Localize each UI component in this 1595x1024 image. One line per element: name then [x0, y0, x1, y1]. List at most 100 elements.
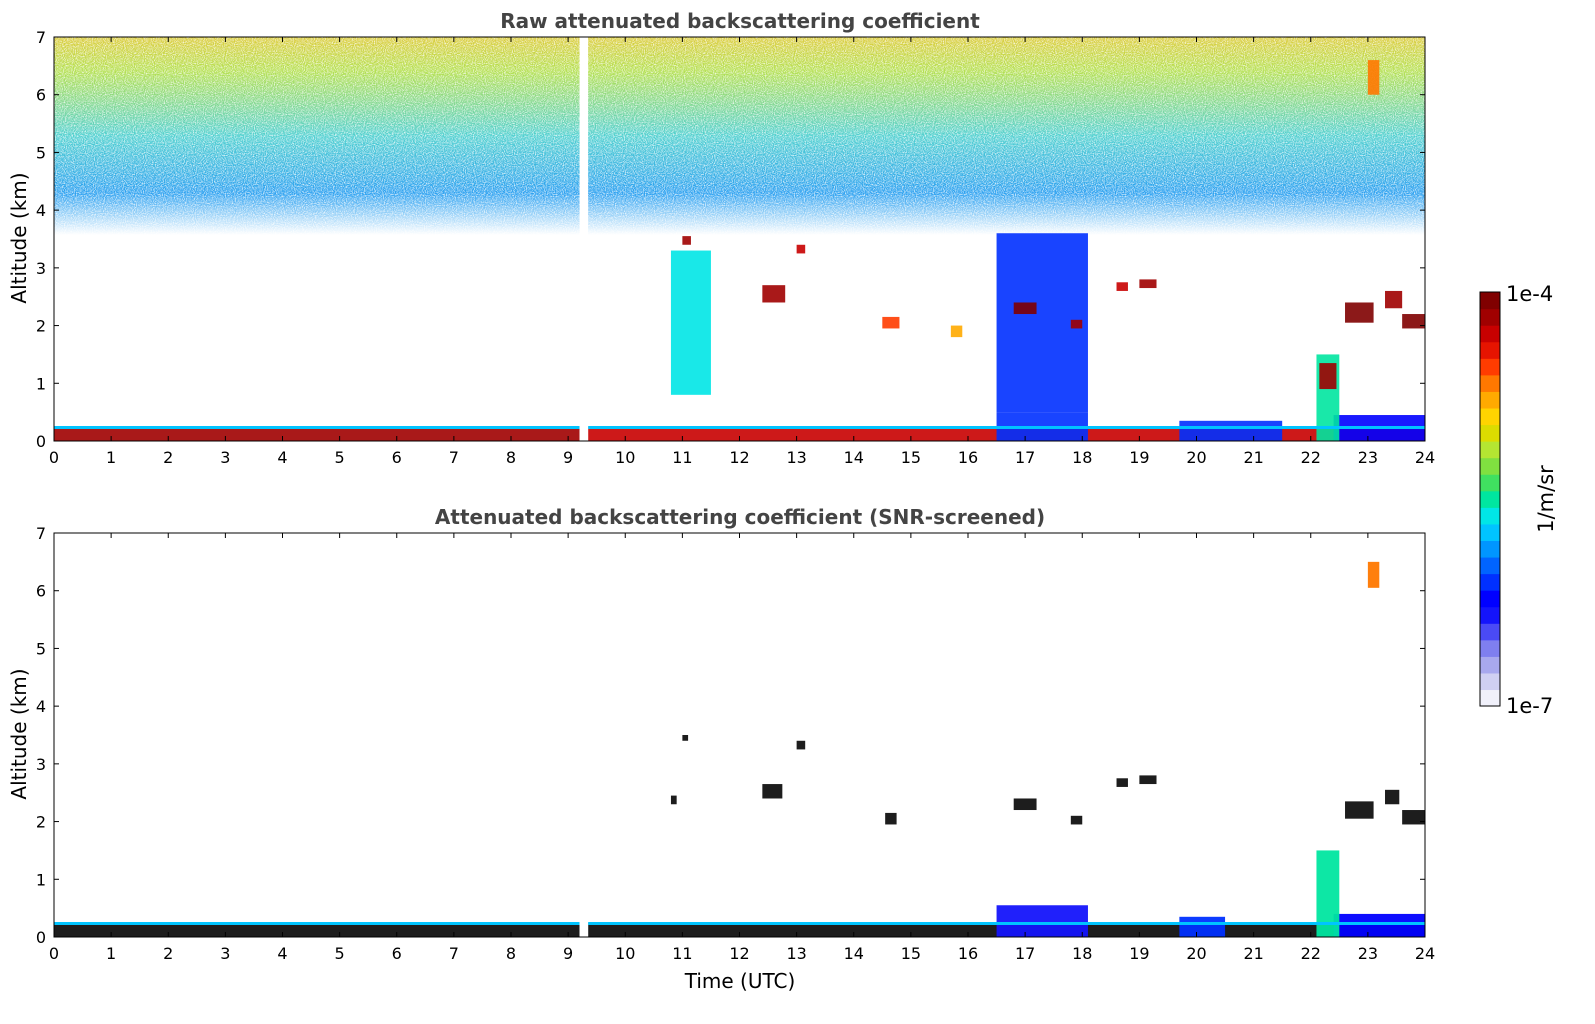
heatmap-cell	[1316, 850, 1340, 937]
heatmap-cell	[1367, 60, 1380, 95]
x-tick-label: 1	[106, 944, 116, 963]
colorbar-swatch	[1480, 623, 1500, 641]
heatmap-cell	[1319, 363, 1337, 390]
heatmap-cell	[885, 812, 897, 825]
x-tick-label: 21	[1243, 448, 1263, 467]
y-tick-label: 7	[36, 28, 46, 47]
x-tick-label: 14	[844, 448, 864, 467]
heatmap-cell	[1345, 801, 1374, 819]
y-tick-label: 1	[36, 870, 46, 889]
x-tick-label: 19	[1129, 944, 1149, 963]
x-tick-label: 1	[106, 448, 116, 467]
colorbar-swatch	[1480, 656, 1500, 674]
heatmap-cell	[670, 250, 711, 395]
y-tick-label: 5	[36, 639, 46, 658]
heatmap-cell	[996, 905, 1088, 937]
x-tick-label: 24	[1415, 944, 1435, 963]
colorbar: 1e-4 1e-7 1/m/sr	[1479, 282, 1558, 718]
x-tick-label: 6	[392, 448, 402, 467]
x-tick-label: 5	[335, 944, 345, 963]
x-tick-label: 10	[615, 944, 635, 963]
boundary-layer-rim	[54, 921, 580, 925]
heatmap-cell	[1333, 913, 1425, 937]
plot-area-screened: 0 1 2 3 4 5 6 7 8 9 10 11 12 13 14 15 16 17 18 19 20 21 22 23 24…	[36, 524, 1435, 963]
heatmap-cell	[1013, 798, 1037, 811]
colorbar-swatch	[1480, 672, 1500, 691]
x-tick-label: 15	[901, 448, 921, 467]
heatmap-cell	[796, 244, 806, 254]
x-tick-label: 9	[563, 448, 573, 467]
y-tick-label: 2	[36, 317, 46, 336]
colorbar-min-label: 1e-7	[1506, 694, 1553, 718]
y-tick-label: 7	[36, 524, 46, 543]
heatmap-cell	[1139, 279, 1157, 289]
x-tick-label: 22	[1301, 448, 1321, 467]
heatmap-cell	[1116, 282, 1128, 291]
heatmap-cell	[950, 325, 963, 338]
y-tick-label: 6	[36, 86, 46, 105]
heatmap-cell	[762, 784, 783, 799]
heatmap-cell	[882, 316, 900, 329]
y-tick-label: 5	[36, 143, 46, 162]
x-tick-label: 24	[1415, 448, 1435, 467]
colorbar-swatch	[1480, 590, 1500, 608]
colorbar-swatch	[1480, 325, 1500, 343]
boundary-layer-rim	[588, 425, 1425, 429]
x-tick-label: 23	[1358, 944, 1378, 963]
panel-title-raw: Raw attenuated backscattering coefficien…	[500, 9, 980, 33]
boundary-layer-rim	[54, 425, 580, 429]
y-tick-label: 3	[36, 259, 46, 278]
x-tick-label: 6	[392, 944, 402, 963]
x-tick-label: 7	[449, 944, 459, 963]
colorbar-swatch	[1480, 639, 1500, 657]
heatmap-cell	[762, 285, 786, 303]
colorbar-swatch	[1480, 374, 1500, 392]
panel-title-screened: Attenuated backscattering coefficient (S…	[435, 505, 1045, 529]
x-tick-label: 3	[220, 448, 230, 467]
heatmap-cell	[1179, 916, 1226, 937]
colorbar-swatch	[1480, 341, 1500, 359]
heatmap-cell	[54, 922, 580, 937]
y-tick-label: 6	[36, 582, 46, 601]
y-tick-label: 4	[36, 201, 46, 220]
x-tick-label: 15	[901, 944, 921, 963]
colorbar-swatch	[1480, 292, 1500, 310]
y-tick-label: 1	[36, 374, 46, 393]
x-tick-label: 2	[163, 448, 173, 467]
data-gap	[579, 533, 589, 937]
x-tick-label: 7	[449, 448, 459, 467]
data-gap	[579, 37, 589, 441]
colorbar-swatch	[1480, 474, 1500, 492]
panel-screened: Attenuated backscattering coefficient (S…	[7, 505, 1435, 993]
x-tick-label: 20	[1186, 944, 1206, 963]
colorbar-swatch	[1480, 507, 1500, 525]
y-axis-label-screened: Altitude (km)	[7, 668, 31, 799]
x-tick-label: 0	[49, 448, 59, 467]
x-tick-label: 17	[1015, 944, 1035, 963]
x-tick-label: 18	[1072, 448, 1092, 467]
colorbar-swatch	[1480, 556, 1500, 575]
heatmap-cell	[1402, 810, 1425, 825]
x-tick-label: 8	[506, 448, 516, 467]
x-tick-label: 10	[615, 448, 635, 467]
heatmap-cell	[1385, 290, 1403, 309]
x-tick-label: 23	[1358, 448, 1378, 467]
x-tick-label: 12	[729, 448, 749, 467]
y-axis-label-raw: Altitude (km)	[7, 172, 31, 303]
colorbar-swatch	[1480, 606, 1500, 624]
heatmap-cell	[1179, 420, 1283, 441]
heatmap-cell	[1385, 789, 1400, 805]
colorbar-swatch	[1480, 441, 1500, 459]
x-tick-label: 8	[506, 944, 516, 963]
heatmap-cell	[1345, 302, 1374, 323]
x-tick-label: 0	[49, 944, 59, 963]
x-tick-label: 11	[672, 448, 692, 467]
x-axis-label: Time (UTC)	[684, 969, 796, 993]
x-tick-label: 12	[729, 944, 749, 963]
colorbar-swatch	[1480, 523, 1500, 541]
heatmap-cell	[682, 735, 689, 741]
heatmap-cell	[1367, 561, 1380, 588]
x-tick-label: 4	[277, 448, 287, 467]
x-tick-label: 9	[563, 944, 573, 963]
